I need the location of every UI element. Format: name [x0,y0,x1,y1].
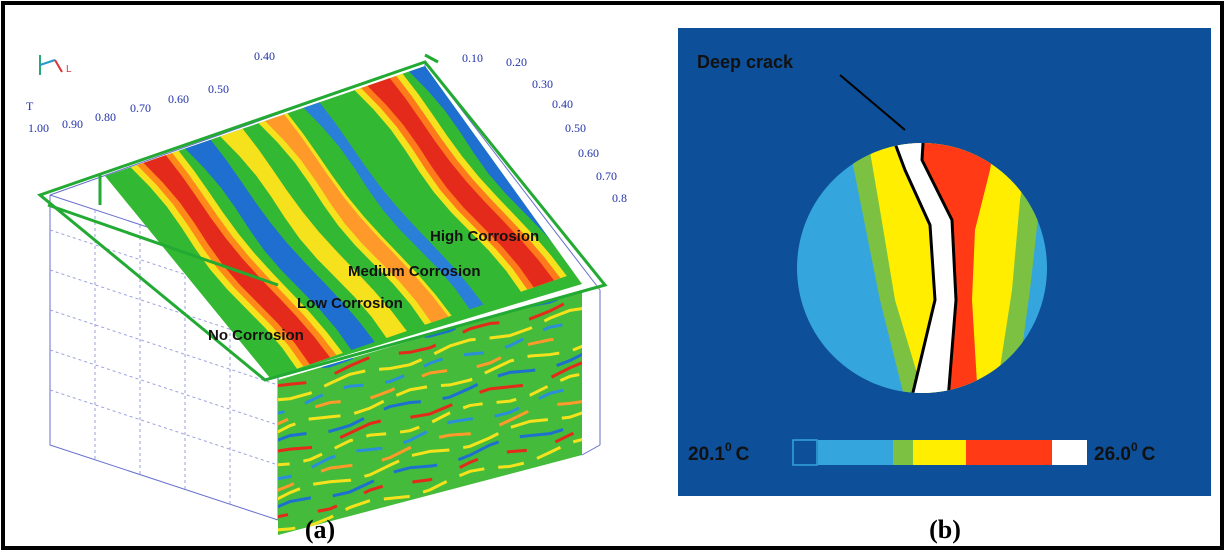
annotation: Medium Corrosion [348,263,481,280]
degree: 0 [725,440,732,454]
annotation: High Corrosion [430,228,539,245]
unit: C [736,444,750,465]
figure: L T 1.000.900.800.700.600.500.400.100.20… [0,0,1225,551]
tick-label: 0.40 [552,97,573,111]
scale-max-value: 26.0 [1094,444,1131,465]
caption: (a) [305,515,335,544]
tick-label: 0.70 [130,101,151,115]
axis-t-label: T [26,99,34,113]
tick-label: 0.10 [462,51,483,65]
tick-label: 1.00 [28,121,49,135]
tick-label: 0.90 [62,117,83,131]
tick-label: 0.50 [208,82,229,96]
tick-label: 0.60 [578,146,599,160]
tick-label: 0.8 [612,191,627,205]
annotation: No Corrosion [208,327,304,344]
scale-min-value: 20.1 [688,444,725,465]
tick-label: 0.70 [596,169,617,183]
tick-label: 0.20 [506,55,527,69]
tick-label: 0.60 [168,92,189,106]
tick-label: 0.50 [565,121,586,135]
tick-label: 0.80 [95,110,116,124]
unit: C [1142,444,1156,465]
color-scale [793,440,1087,465]
axis-l-label: L [66,64,72,75]
axis-gizmo: L T [26,55,72,113]
annotation: Low Corrosion [297,295,403,312]
panel-a: L T 1.00 0.90 0.80 0.70 0.60 0.50 0.40 0.10 0.20… [26,49,627,544]
degree: 0 [1131,440,1138,454]
caption: (b) [929,515,961,544]
annotation: Deep crack [697,52,794,72]
tick-label: 0.30 [532,77,553,91]
tick-label: 0.40 [254,49,275,63]
